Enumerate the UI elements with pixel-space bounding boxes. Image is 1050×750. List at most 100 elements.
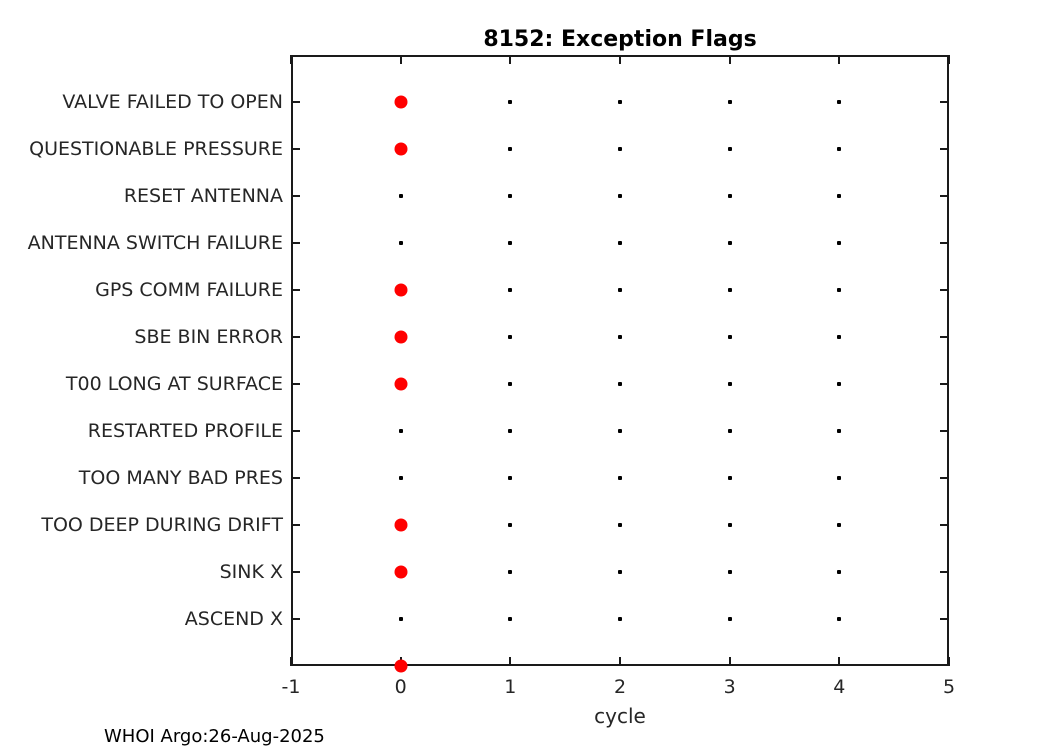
marker-dot-flag bbox=[394, 565, 408, 579]
marker-dot-small bbox=[727, 570, 732, 574]
y-tick-right bbox=[940, 524, 949, 526]
marker-dot-small bbox=[618, 523, 622, 527]
marker-dot-small bbox=[618, 429, 622, 433]
marker-dot-small bbox=[727, 147, 732, 151]
marker-dot-small bbox=[398, 241, 403, 245]
x-tick-label: 4 bbox=[833, 676, 846, 698]
marker-dot-small bbox=[618, 382, 622, 386]
y-axis-label: GPS COMM FAILURE bbox=[95, 279, 283, 301]
y-tick bbox=[291, 195, 300, 197]
marker-dot-small bbox=[508, 194, 513, 198]
y-tick bbox=[291, 383, 300, 385]
x-tick-label: 2 bbox=[613, 676, 627, 698]
plot-area bbox=[291, 55, 949, 666]
x-tick-label: 5 bbox=[942, 676, 956, 698]
x-tick-label: 0 bbox=[394, 676, 407, 698]
marker-dot-small bbox=[837, 288, 842, 292]
y-tick bbox=[291, 430, 300, 432]
marker-dot-flag bbox=[394, 518, 408, 532]
marker-dot-small bbox=[508, 100, 513, 104]
marker-dot-small bbox=[398, 194, 403, 198]
x-tick-top bbox=[399, 55, 402, 64]
x-tick-top bbox=[728, 55, 731, 64]
marker-dot-small bbox=[508, 429, 513, 433]
footer-text: WHOI Argo:26-Aug-2025 bbox=[104, 726, 325, 747]
marker-dot-flag bbox=[394, 142, 408, 156]
y-tick-right bbox=[940, 101, 949, 103]
x-tick-label: 3 bbox=[723, 676, 736, 698]
marker-dot-small bbox=[508, 335, 513, 339]
y-tick-right bbox=[940, 618, 949, 620]
y-tick bbox=[291, 618, 300, 620]
y-axis-label: TOO MANY BAD PRES bbox=[78, 467, 283, 489]
marker-dot-small bbox=[508, 523, 513, 527]
marker-dot-small bbox=[837, 147, 842, 151]
y-axis-label: QUESTIONABLE PRESSURE bbox=[29, 138, 283, 160]
y-axis-label: ANTENNA SWITCH FAILURE bbox=[27, 232, 283, 254]
y-tick bbox=[291, 148, 300, 150]
marker-dot-flag bbox=[394, 283, 408, 297]
marker-dot-small bbox=[618, 288, 622, 292]
y-tick-right bbox=[940, 289, 949, 291]
marker-dot-small bbox=[618, 335, 622, 339]
marker-dot-small bbox=[508, 288, 513, 292]
x-tick bbox=[290, 657, 292, 666]
marker-dot-small bbox=[618, 617, 622, 621]
x-tick bbox=[728, 657, 731, 666]
x-tick bbox=[619, 657, 621, 666]
marker-dot-small bbox=[837, 335, 842, 339]
y-tick-right bbox=[940, 383, 949, 385]
x-tick bbox=[948, 657, 950, 666]
x-tick-label: -1 bbox=[281, 676, 301, 698]
x-axis-label: cycle bbox=[594, 704, 646, 728]
marker-dot-small bbox=[727, 241, 732, 245]
x-tick-top bbox=[290, 55, 292, 64]
marker-dot-small bbox=[508, 476, 513, 480]
x-tick-top bbox=[619, 55, 621, 64]
y-tick bbox=[291, 289, 300, 291]
y-tick bbox=[291, 571, 300, 573]
x-tick-top bbox=[838, 55, 841, 64]
marker-dot-small bbox=[727, 429, 732, 433]
marker-dot-small bbox=[618, 100, 622, 104]
marker-dot-small bbox=[837, 429, 842, 433]
marker-dot-flag bbox=[394, 95, 408, 109]
marker-dot-small bbox=[618, 194, 622, 198]
marker-dot-small bbox=[727, 335, 732, 339]
y-axis-label: SBE BIN ERROR bbox=[134, 326, 283, 348]
y-tick-right bbox=[940, 148, 949, 150]
marker-dot-small bbox=[618, 241, 622, 245]
marker-dot-small bbox=[508, 570, 513, 574]
x-tick-label: 1 bbox=[504, 676, 517, 698]
marker-dot-small bbox=[837, 100, 842, 104]
marker-dot-flag bbox=[394, 330, 408, 344]
marker-dot-small bbox=[837, 570, 842, 574]
marker-dot-small bbox=[727, 288, 732, 292]
y-tick bbox=[291, 101, 300, 103]
marker-dot-small bbox=[837, 194, 842, 198]
marker-dot-small bbox=[508, 241, 513, 245]
marker-dot-small bbox=[398, 429, 403, 433]
x-tick bbox=[838, 657, 841, 666]
y-axis-label: T00 LONG AT SURFACE bbox=[65, 373, 283, 395]
y-tick-right bbox=[940, 242, 949, 244]
x-tick bbox=[509, 657, 512, 666]
marker-dot-small bbox=[837, 382, 842, 386]
marker-dot-small bbox=[727, 194, 732, 198]
x-tick-top bbox=[948, 55, 950, 64]
marker-dot-small bbox=[398, 617, 403, 621]
marker-dot-small bbox=[837, 617, 842, 621]
marker-dot-small bbox=[618, 570, 622, 574]
marker-dot-small bbox=[727, 100, 732, 104]
y-tick bbox=[291, 336, 300, 338]
chart-title: 8152: Exception Flags bbox=[483, 27, 757, 52]
marker-dot-small bbox=[618, 476, 622, 480]
y-tick-right bbox=[940, 195, 949, 197]
marker-dot-small bbox=[727, 523, 732, 527]
marker-dot-small bbox=[398, 476, 403, 480]
marker-dot-small bbox=[837, 241, 842, 245]
y-tick bbox=[291, 242, 300, 244]
y-axis-label: ASCEND X bbox=[184, 608, 283, 630]
y-axis-label: VALVE FAILED TO OPEN bbox=[62, 91, 283, 113]
